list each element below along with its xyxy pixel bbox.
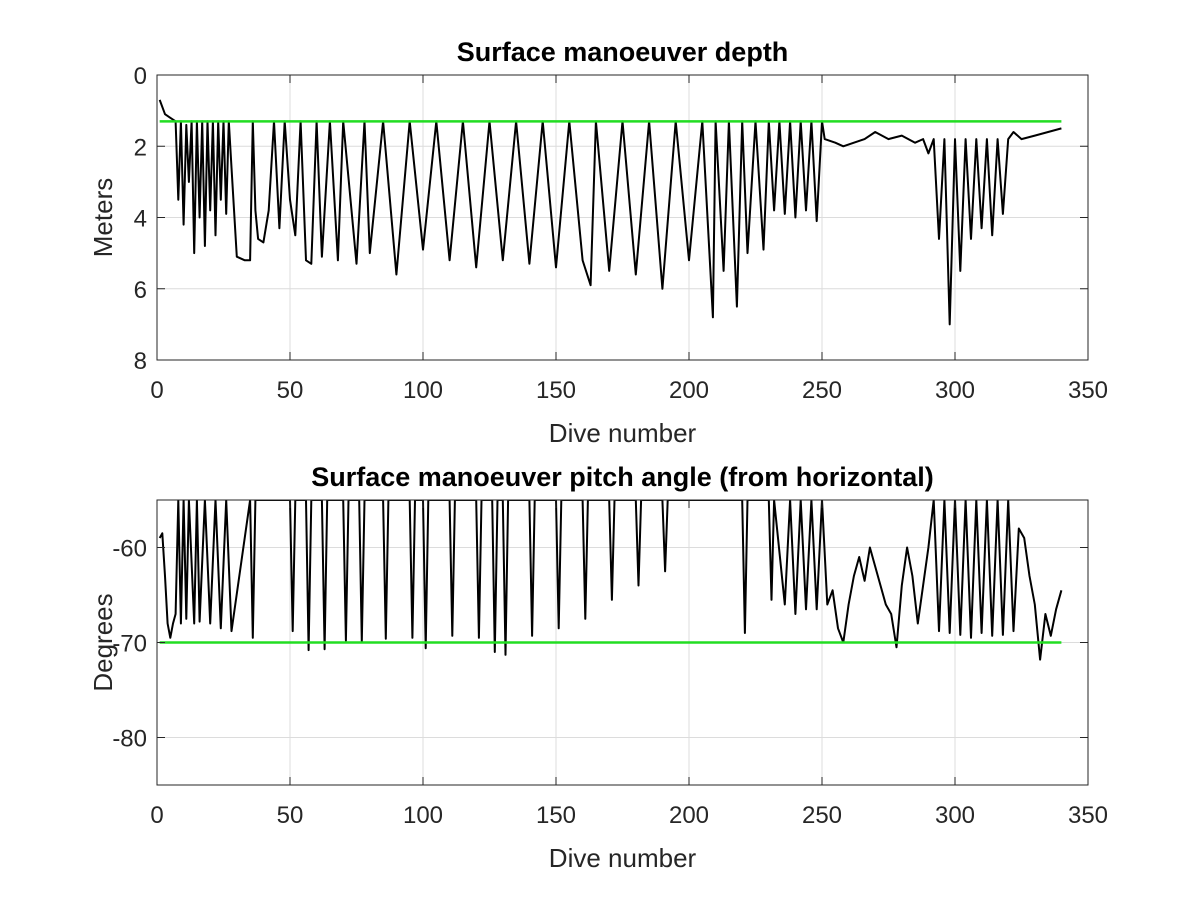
series-line-0: [158, 500, 1063, 661]
x-tick-label: 150: [536, 802, 576, 829]
y-tick-label: 8: [134, 348, 147, 375]
y-tick-label: -70: [112, 631, 147, 658]
chart-title: Surface manoeuver pitch angle (from hori…: [311, 462, 934, 492]
y-axis-label: Degrees: [88, 593, 118, 691]
x-tick-label: 100: [403, 377, 443, 404]
y-tick-label: 4: [134, 206, 147, 233]
pitch-chart: 0 50 100 150 200 250 300 350 -80 -70 -60 Surface ma…: [88, 462, 1108, 873]
y-tick-label: 2: [134, 134, 147, 161]
x-tick-label: 100: [403, 802, 443, 829]
chart-title: Surface manoeuver depth: [457, 37, 789, 67]
x-tick-label: 50: [277, 377, 304, 404]
x-tick-label: 200: [669, 802, 709, 829]
x-axis-label: Dive number: [549, 843, 697, 873]
x-tick-label: 150: [536, 377, 576, 404]
y-tick-label: -60: [112, 536, 147, 563]
x-tick-label: 350: [1068, 377, 1108, 404]
axes-frame: [156, 74, 1089, 361]
y-tick-label: -80: [112, 726, 147, 753]
axes-frame: [156, 499, 1089, 786]
y-axis-label: Meters: [88, 178, 118, 257]
x-tick-label: 0: [150, 377, 163, 404]
x-tick-label: 250: [802, 802, 842, 829]
y-tick-label: 0: [134, 63, 147, 90]
x-tick-label: 50: [277, 802, 304, 829]
depth-chart: 0 50 100 150 200 250 300 350 0 2 4 6 8 Surface manoeu…: [88, 37, 1108, 448]
y-tick-label: 6: [134, 277, 147, 304]
x-tick-label: 300: [935, 802, 975, 829]
x-tick-label: 250: [802, 377, 842, 404]
x-tick-label: 0: [150, 802, 163, 829]
x-tick-label: 350: [1068, 802, 1108, 829]
series-line-0: [158, 99, 1062, 326]
x-tick-label: 200: [669, 377, 709, 404]
x-tick-label: 300: [935, 377, 975, 404]
x-axis-label: Dive number: [549, 418, 697, 448]
